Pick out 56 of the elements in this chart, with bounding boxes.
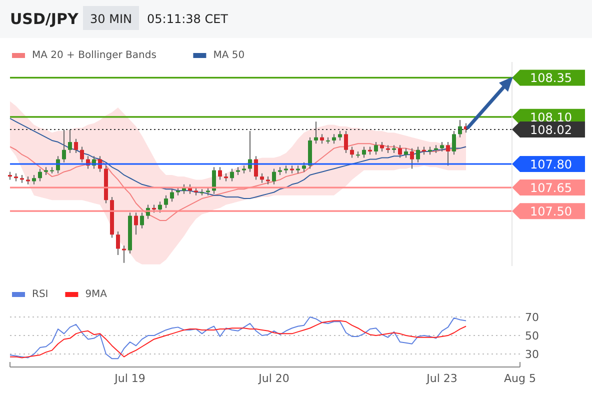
y-tick-label: 107.65 bbox=[530, 181, 572, 196]
candlestick bbox=[80, 146, 84, 163]
candlestick bbox=[410, 148, 414, 170]
legend-label: 9MA bbox=[85, 289, 108, 300]
candlestick bbox=[140, 212, 144, 229]
candlestick bbox=[122, 245, 126, 264]
candlestick bbox=[230, 168, 234, 182]
legend-label: RSI bbox=[32, 289, 48, 300]
candlestick bbox=[38, 168, 42, 182]
candlestick bbox=[272, 168, 276, 185]
candlestick bbox=[164, 194, 168, 208]
candlestick bbox=[344, 130, 348, 154]
candlestick bbox=[314, 121, 318, 144]
y-tick-label: 108.10 bbox=[530, 110, 572, 124]
y-tick-label: 50 bbox=[525, 330, 539, 343]
y-tick-label: 107.50 bbox=[530, 204, 572, 219]
y-tick-label: 70 bbox=[525, 311, 539, 324]
chart-subtitle: 30 MIN bbox=[90, 12, 132, 26]
candlestick bbox=[158, 201, 162, 214]
legend-label: MA 20 + Bollinger Bands bbox=[32, 50, 156, 61]
x-tick-label: Aug 5 bbox=[504, 372, 536, 385]
candlestick bbox=[362, 146, 366, 158]
candlestick bbox=[62, 128, 66, 163]
candlestick bbox=[404, 148, 408, 158]
candlestick bbox=[320, 134, 324, 144]
y-tick-label: 30 bbox=[525, 348, 539, 362]
y-tick-label: 108.35 bbox=[530, 71, 572, 86]
candlestick bbox=[218, 166, 222, 180]
candlestick bbox=[380, 142, 384, 152]
candlestick bbox=[116, 230, 120, 256]
chart-title: USD/JPY bbox=[10, 10, 80, 28]
candlestick bbox=[170, 188, 174, 202]
x-tick-label: Jul 23 bbox=[426, 372, 458, 385]
candlestick bbox=[302, 162, 306, 172]
candlestick bbox=[338, 130, 342, 141]
candlestick bbox=[74, 138, 78, 154]
candlestick bbox=[452, 130, 456, 156]
candlestick bbox=[446, 142, 450, 166]
candlestick bbox=[440, 142, 444, 152]
legend-label: MA 50 bbox=[213, 50, 245, 61]
y-tick-label: 107.80 bbox=[530, 158, 572, 172]
y-tick-label: 108.02 bbox=[530, 122, 572, 137]
line-series bbox=[10, 118, 466, 200]
candlestick bbox=[398, 144, 402, 158]
candlestick bbox=[332, 134, 336, 144]
x-tick-label: Jul 19 bbox=[114, 372, 146, 385]
candlestick bbox=[260, 172, 264, 184]
candlestick bbox=[68, 128, 72, 154]
candlestick bbox=[134, 212, 138, 236]
text: 05:11:38 CET bbox=[147, 12, 229, 26]
candlestick bbox=[458, 120, 462, 138]
x-tick-label: Jul 20 bbox=[258, 372, 290, 385]
candlestick bbox=[416, 146, 420, 163]
candlestick bbox=[374, 142, 378, 156]
candlestick bbox=[350, 146, 354, 158]
candlestick bbox=[32, 174, 36, 185]
